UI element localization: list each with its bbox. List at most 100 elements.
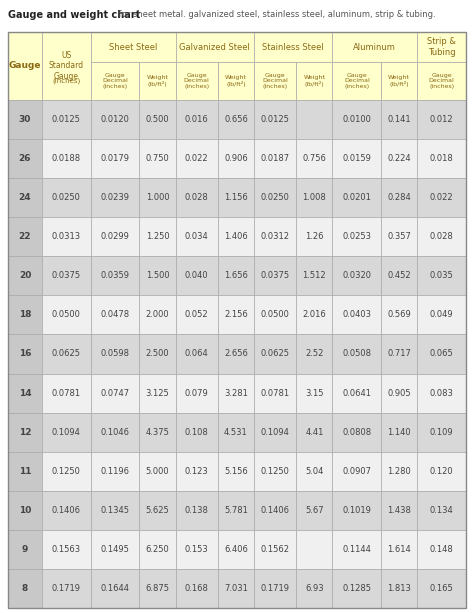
Bar: [91, 100, 139, 139]
Text: 3.281: 3.281: [224, 389, 248, 398]
Text: 1.614: 1.614: [387, 545, 411, 554]
Bar: [381, 452, 417, 491]
Bar: [175, 530, 218, 569]
Bar: [381, 62, 417, 100]
Text: 0.569: 0.569: [387, 310, 411, 319]
Bar: [8, 295, 42, 335]
Text: 0.0500: 0.0500: [52, 310, 81, 319]
Text: 5.04: 5.04: [305, 466, 324, 476]
Text: 1.813: 1.813: [387, 584, 411, 593]
Bar: [381, 530, 417, 569]
Bar: [296, 100, 332, 139]
Text: 0.022: 0.022: [185, 154, 209, 163]
Bar: [91, 295, 139, 335]
Bar: [332, 217, 381, 256]
Bar: [381, 100, 417, 139]
Bar: [254, 452, 296, 491]
Text: 0.0125: 0.0125: [261, 115, 290, 124]
Text: 5.156: 5.156: [224, 466, 248, 476]
Text: 0.0320: 0.0320: [342, 272, 371, 280]
Bar: [139, 452, 175, 491]
Text: 0.1345: 0.1345: [100, 506, 129, 515]
Text: 0.123: 0.123: [185, 466, 209, 476]
Bar: [139, 217, 175, 256]
Bar: [218, 569, 254, 608]
Bar: [8, 413, 42, 452]
Bar: [332, 530, 381, 569]
Bar: [254, 373, 296, 413]
Text: 0.1250: 0.1250: [52, 466, 81, 476]
Text: 30: 30: [19, 115, 31, 124]
Bar: [296, 295, 332, 335]
Text: Galvanized Steel: Galvanized Steel: [179, 42, 250, 51]
Text: 0.0500: 0.0500: [261, 310, 290, 319]
Bar: [254, 569, 296, 608]
Bar: [332, 32, 417, 62]
Bar: [91, 373, 139, 413]
Text: 0.0239: 0.0239: [100, 193, 129, 202]
Bar: [381, 178, 417, 217]
Text: 0.717: 0.717: [387, 349, 411, 359]
Text: 0.1094: 0.1094: [261, 428, 290, 436]
Text: Strip &
Tubing: Strip & Tubing: [427, 37, 456, 56]
Bar: [417, 178, 466, 217]
Text: 0.0375: 0.0375: [52, 272, 81, 280]
Text: 0.028: 0.028: [185, 193, 209, 202]
Text: Gauge
Decimal
(inches): Gauge Decimal (inches): [344, 73, 370, 89]
Text: 7.031: 7.031: [224, 584, 248, 593]
Bar: [42, 335, 91, 373]
Bar: [417, 139, 466, 178]
Text: 10: 10: [19, 506, 31, 515]
Bar: [254, 62, 296, 100]
Bar: [381, 217, 417, 256]
Text: 1.500: 1.500: [146, 272, 169, 280]
Text: 0.1719: 0.1719: [52, 584, 81, 593]
Bar: [332, 452, 381, 491]
Bar: [332, 256, 381, 295]
Bar: [42, 217, 91, 256]
Text: 0.018: 0.018: [430, 154, 454, 163]
Text: 0.0625: 0.0625: [261, 349, 290, 359]
Text: 9: 9: [22, 545, 28, 554]
Text: Gauge
Decimal
(inches): Gauge Decimal (inches): [102, 73, 128, 89]
Bar: [296, 256, 332, 295]
Text: 0.452: 0.452: [387, 272, 411, 280]
Bar: [296, 335, 332, 373]
Text: 0.1019: 0.1019: [342, 506, 371, 515]
Bar: [175, 256, 218, 295]
Text: 0.141: 0.141: [387, 115, 411, 124]
Text: 0.1196: 0.1196: [100, 466, 129, 476]
Text: 1.000: 1.000: [146, 193, 169, 202]
Bar: [218, 62, 254, 100]
Text: 0.148: 0.148: [430, 545, 454, 554]
Bar: [218, 139, 254, 178]
Text: 0.756: 0.756: [302, 154, 326, 163]
Text: 18: 18: [18, 310, 31, 319]
Text: Weight
(lb/ft²): Weight (lb/ft²): [146, 75, 168, 87]
Text: 0.165: 0.165: [430, 584, 454, 593]
Bar: [139, 491, 175, 530]
Bar: [42, 491, 91, 530]
Text: 2.000: 2.000: [146, 310, 169, 319]
Text: 0.0313: 0.0313: [52, 232, 81, 242]
Bar: [8, 569, 42, 608]
Text: 0.1563: 0.1563: [52, 545, 81, 554]
Text: 12: 12: [18, 428, 31, 436]
Text: 2.016: 2.016: [302, 310, 326, 319]
Bar: [254, 335, 296, 373]
Bar: [254, 295, 296, 335]
Text: 6.875: 6.875: [146, 584, 170, 593]
Text: Aluminum: Aluminum: [354, 42, 396, 51]
Text: 3.125: 3.125: [146, 389, 169, 398]
Text: 0.906: 0.906: [224, 154, 248, 163]
Bar: [175, 413, 218, 452]
Text: 0.0598: 0.0598: [100, 349, 129, 359]
Text: 0.1495: 0.1495: [100, 545, 129, 554]
Bar: [91, 256, 139, 295]
Text: 0.0253: 0.0253: [342, 232, 371, 242]
Text: 0.284: 0.284: [387, 193, 411, 202]
Text: 1.438: 1.438: [387, 506, 411, 515]
Text: Weight
(lb/ft²): Weight (lb/ft²): [225, 75, 247, 87]
Bar: [91, 139, 139, 178]
Bar: [417, 452, 466, 491]
